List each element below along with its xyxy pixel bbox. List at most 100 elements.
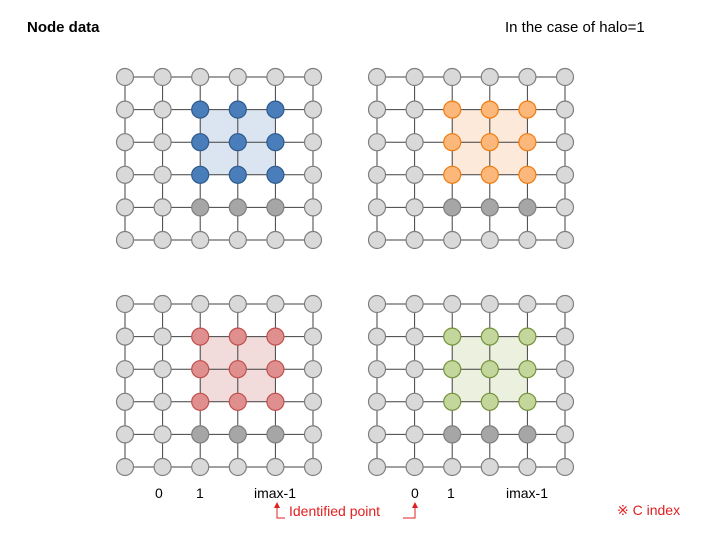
node	[303, 294, 323, 314]
node	[303, 425, 323, 444]
node	[266, 457, 285, 477]
node	[480, 67, 499, 87]
node	[115, 327, 135, 346]
axis-label-left-imax: imax-1	[254, 485, 297, 501]
node-orange	[443, 100, 462, 119]
node	[367, 457, 387, 477]
arrow-up-icon	[412, 502, 418, 508]
node	[153, 67, 172, 87]
label-backing	[285, 508, 403, 524]
node	[443, 457, 462, 477]
node-dark	[228, 425, 247, 444]
node-blue	[266, 165, 285, 184]
node-blue	[228, 165, 247, 184]
grid-panel-top-left	[115, 67, 323, 250]
node	[153, 360, 172, 379]
node	[405, 294, 424, 314]
node-dark	[191, 198, 210, 217]
node-orange	[480, 133, 499, 152]
node	[115, 360, 135, 379]
node	[555, 230, 575, 250]
grid-panel-top-right	[367, 67, 575, 250]
node	[191, 457, 210, 477]
identified-point-label: Identified point	[289, 503, 381, 519]
node	[303, 165, 323, 184]
node	[367, 327, 387, 346]
node-green	[518, 360, 537, 379]
node-dark	[480, 198, 499, 217]
node	[228, 294, 247, 314]
node-red	[191, 360, 210, 379]
node-orange	[480, 100, 499, 119]
node-dark	[443, 198, 462, 217]
node	[153, 294, 172, 314]
node	[115, 165, 135, 184]
node-red	[228, 327, 247, 346]
axis-label-right-imax: imax-1	[506, 485, 549, 501]
node	[367, 425, 387, 444]
node-orange	[518, 133, 537, 152]
node-orange	[443, 165, 462, 184]
node	[191, 230, 210, 250]
node-orange	[518, 165, 537, 184]
node-red	[191, 392, 210, 411]
node	[367, 198, 387, 217]
node	[303, 198, 323, 217]
node-green	[443, 392, 462, 411]
node-orange	[518, 100, 537, 119]
node	[266, 230, 285, 250]
grid-panel-bottom-left	[115, 294, 323, 477]
node-dark	[518, 198, 537, 217]
node-blue	[191, 133, 210, 152]
node-blue	[228, 100, 247, 119]
node	[405, 198, 424, 217]
axis-label-left-zero: 0	[155, 485, 163, 501]
node	[228, 67, 247, 87]
node	[153, 230, 172, 250]
c-index-note: ※ C index	[617, 502, 681, 518]
grid-panel-bottom-right	[367, 294, 575, 477]
node-blue	[191, 100, 210, 119]
node	[555, 198, 575, 217]
node	[518, 230, 537, 250]
node	[266, 294, 285, 314]
node	[303, 133, 323, 152]
node	[555, 67, 575, 87]
node	[115, 425, 135, 444]
node	[443, 294, 462, 314]
node	[115, 457, 135, 477]
node-dark	[518, 425, 537, 444]
node-blue	[191, 165, 210, 184]
node	[367, 230, 387, 250]
node-orange	[443, 133, 462, 152]
node	[115, 67, 135, 87]
node	[303, 360, 323, 379]
node-blue	[228, 133, 247, 152]
node	[303, 457, 323, 477]
node	[555, 457, 575, 477]
node	[191, 294, 210, 314]
node-red	[266, 360, 285, 379]
node	[405, 133, 424, 152]
node-dark	[443, 425, 462, 444]
node	[303, 230, 323, 250]
node-red	[266, 327, 285, 346]
node-green	[480, 327, 499, 346]
node	[480, 230, 499, 250]
node	[153, 198, 172, 217]
node-dark	[228, 198, 247, 217]
node	[518, 67, 537, 87]
node	[367, 165, 387, 184]
node	[555, 165, 575, 184]
node	[115, 294, 135, 314]
node-red	[191, 327, 210, 346]
node	[303, 100, 323, 119]
node	[153, 133, 172, 152]
node	[405, 392, 424, 411]
node	[367, 392, 387, 411]
node-green	[443, 327, 462, 346]
node-dark	[266, 425, 285, 444]
node	[555, 327, 575, 346]
node-dark	[266, 198, 285, 217]
